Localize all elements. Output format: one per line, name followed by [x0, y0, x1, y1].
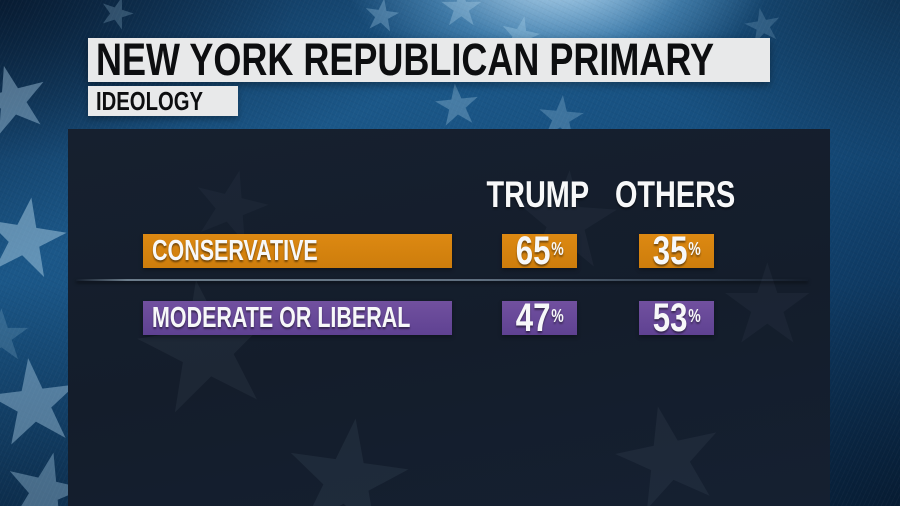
column-header-others: OTHERS — [600, 174, 750, 215]
page-title: NEW YORK REPUBLICAN PRIMARY — [96, 34, 715, 85]
row-label-moderate-text: MODERATE OR LIBERAL — [152, 301, 411, 334]
star-icon: ★ — [718, 249, 817, 359]
percent-sign: % — [687, 305, 701, 326]
row-label-conservative: CONSERVATIVE — [143, 234, 452, 268]
column-header-trump-label: TRUMP — [486, 174, 590, 215]
column-header-others-label: OTHERS — [614, 174, 736, 215]
percent-sign: % — [550, 238, 564, 259]
value-conservative-trump: 65% — [502, 231, 577, 271]
star-icon: ★ — [0, 294, 33, 376]
page-subtitle: IDEOLOGY — [96, 85, 204, 116]
title-banner: NEW YORK REPUBLICAN PRIMARY — [88, 34, 770, 85]
column-header-trump: TRUMP — [463, 174, 613, 215]
value-moderate-trump: 47% — [502, 298, 577, 338]
value-number: 65 — [515, 228, 551, 273]
star-icon: ★ — [113, 233, 300, 460]
star-icon: ★ — [438, 0, 485, 38]
value-number: 35 — [652, 228, 688, 273]
percent-sign: % — [550, 305, 564, 326]
star-icon: ★ — [266, 377, 429, 506]
value-number: 53 — [652, 295, 688, 340]
star-icon: ★ — [593, 367, 745, 506]
percent-sign: % — [687, 238, 701, 259]
value-conservative-others: 35% — [639, 231, 714, 271]
row-label-conservative-text: CONSERVATIVE — [152, 234, 318, 267]
value-number: 47 — [515, 295, 551, 340]
value-moderate-others: 53% — [639, 298, 714, 338]
row-divider — [76, 279, 808, 281]
row-label-moderate-or-liberal: MODERATE OR LIBERAL — [143, 301, 452, 335]
subtitle-banner: IDEOLOGY — [88, 86, 238, 116]
